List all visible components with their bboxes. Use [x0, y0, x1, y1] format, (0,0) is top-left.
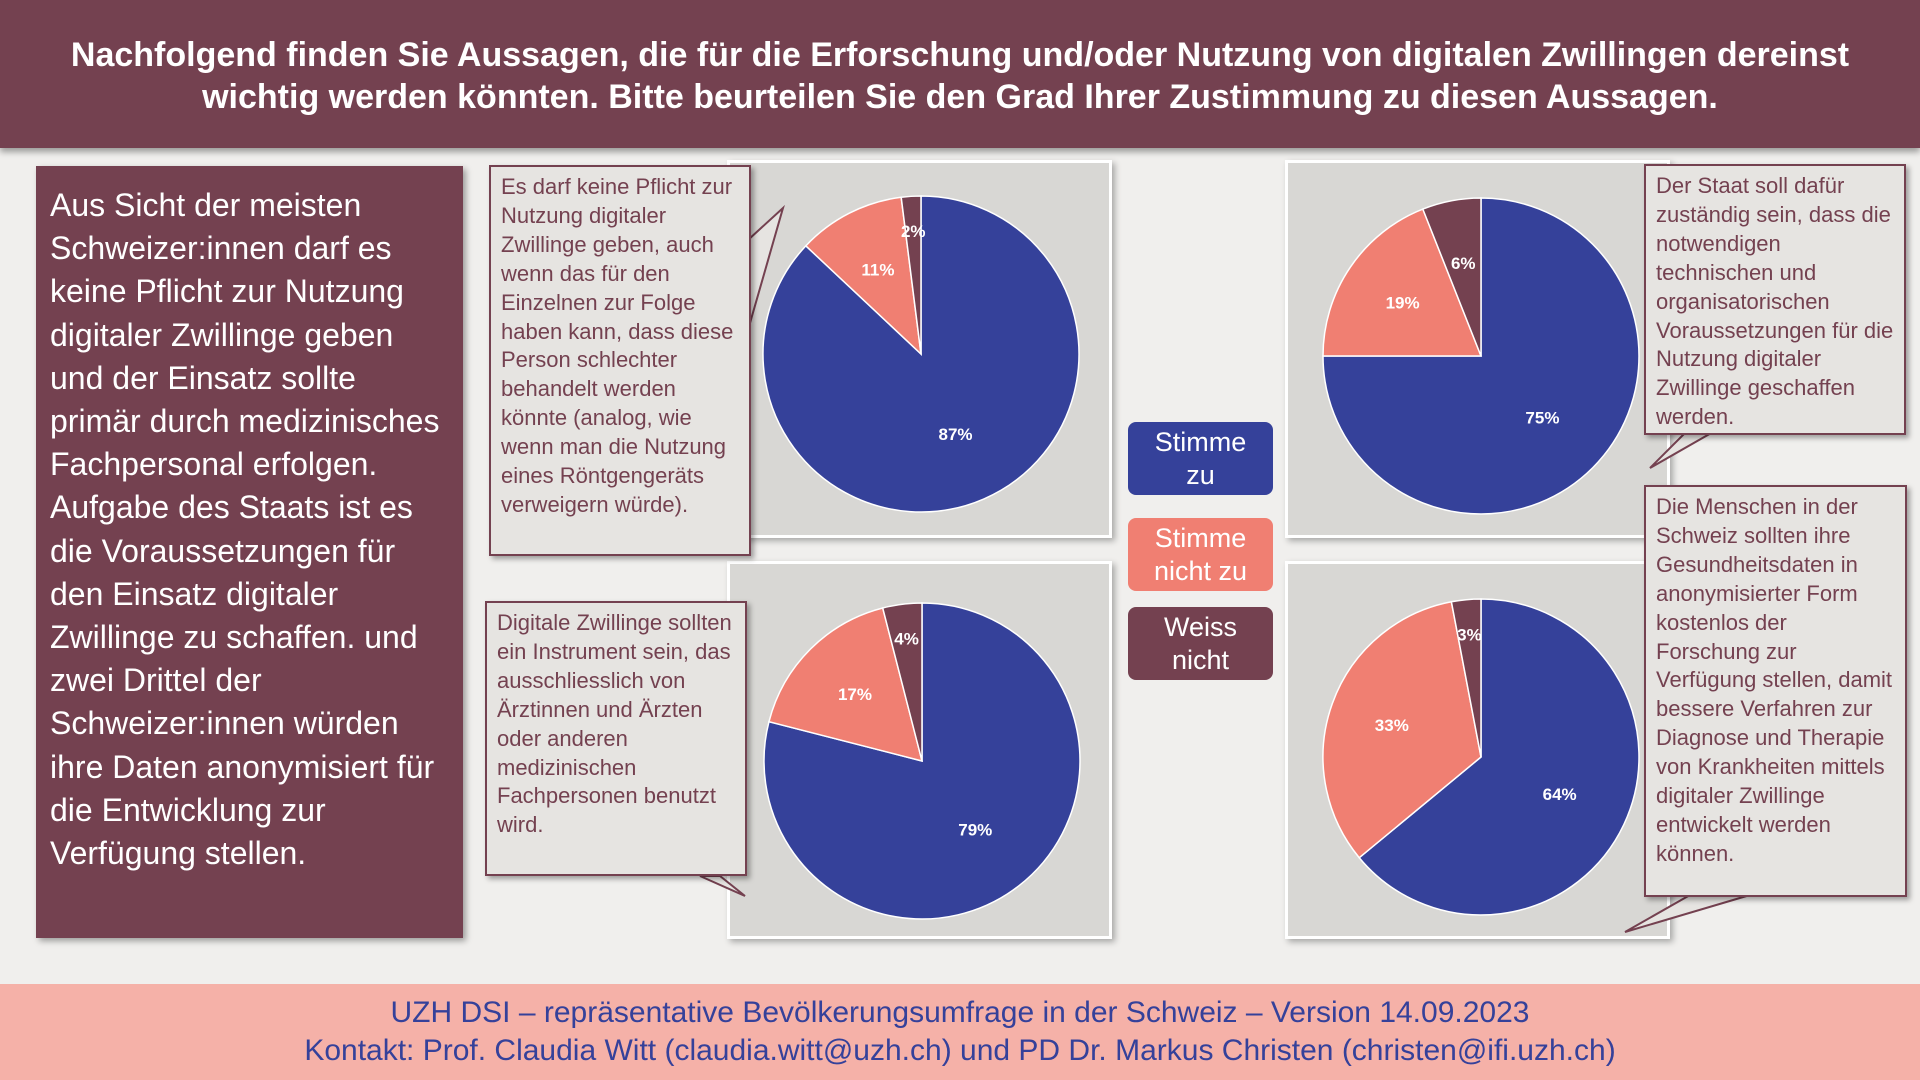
header-banner: Nachfolgend finden Sie Aussagen, die für… [0, 0, 1920, 148]
pie-label-dont-know: 4% [894, 630, 919, 649]
pie-label-agree: 64% [1543, 785, 1577, 804]
legend-dont-know-label: Weiss nicht [1163, 611, 1237, 675]
pie-label-dont-know: 6% [1451, 254, 1476, 273]
pie-slice-agree [1358, 598, 1640, 916]
pie-slice-dont-know [900, 195, 922, 355]
legend-agree-label: Stimme zu [1154, 426, 1247, 490]
title-line-1: Nachfolgend finden Sie Aussagen, die für… [70, 36, 1850, 74]
pie-slice-dont-know [1450, 598, 1482, 758]
legend-disagree: Stimme nicht zu [1128, 518, 1273, 591]
pie-slice-agree [763, 602, 1081, 920]
pie-label-disagree: 33% [1375, 716, 1409, 735]
callout-bottom-right: Die Menschen in der Schweiz sollten ihre… [1644, 485, 1907, 897]
pie-label-agree: 79% [958, 821, 992, 840]
legend-disagree-label: Stimme nicht zu [1153, 522, 1248, 586]
page-title: Nachfolgend finden Sie Aussagen, die für… [71, 30, 1849, 118]
pie-panel-bottom-left: 79% 17% 4% [727, 561, 1112, 939]
pie-chart-top-right: 75% 19% 6% [1322, 197, 1640, 515]
summary-text: Aus Sicht der meisten Schweizer:innen da… [50, 187, 440, 872]
footer-line-1: UZH DSI – repräsentative Bevölkerungsumf… [390, 996, 1530, 1029]
callout-bottom-left: Digitale Zwillinge sollten ein Instrumen… [485, 601, 747, 876]
legend-agree: Stimme zu [1128, 422, 1273, 495]
pie-chart-top-left: 87% 11% 2% [762, 195, 1080, 513]
pie-panel-bottom-right: 64% 33% 3% [1285, 561, 1670, 939]
pie-label-dont-know: 2% [901, 222, 926, 241]
pie-label-agree: 87% [938, 425, 972, 444]
pie-slice-disagree [1322, 208, 1483, 357]
pie-panel-top-right: 75% 19% 6% [1285, 160, 1670, 538]
pie-slice-disagree [768, 607, 924, 763]
pie-label-dont-know: 3% [1457, 625, 1482, 644]
pie-panel-top-left: 87% 11% 2% [727, 160, 1112, 538]
pie-slice-dont-know [1421, 197, 1482, 357]
pie-chart-bottom-left: 79% 17% 4% [763, 602, 1081, 920]
pie-slice-disagree [1322, 600, 1482, 859]
footer-line-2: Kontakt: Prof. Claudia Witt (claudia.wit… [304, 1034, 1616, 1067]
pie-label-agree: 75% [1525, 408, 1559, 427]
callout-top-right: Der Staat soll dafür zuständig sein, das… [1644, 164, 1906, 435]
pie-label-disagree: 11% [861, 261, 894, 280]
callout-top-right-text: Der Staat soll dafür zuständig sein, das… [1656, 173, 1894, 430]
pie-label-disagree: 19% [1386, 294, 1420, 313]
pie-label-disagree: 17% [838, 685, 872, 704]
pie-chart-bottom-right: 64% 33% 3% [1322, 598, 1640, 916]
pie-slice-disagree [804, 196, 923, 356]
callout-top-left: Es darf keine Pflicht zur Nutzung digita… [489, 165, 751, 556]
callout-bottom-right-text: Die Menschen in der Schweiz sollten ihre… [1656, 494, 1893, 866]
summary-box: Aus Sicht der meisten Schweizer:innen da… [36, 166, 463, 938]
callout-top-left-text: Es darf keine Pflicht zur Nutzung digita… [501, 174, 734, 517]
callout-bottom-left-text: Digitale Zwillinge sollten ein Instrumen… [497, 610, 732, 838]
pie-slice-dont-know [881, 602, 923, 762]
legend-dont-know: Weiss nicht [1128, 607, 1273, 680]
title-line-2: wichtig werden könnten. Bitte beurteilen… [202, 78, 1718, 116]
footer: UZH DSI – repräsentative Bevölkerungsumf… [0, 984, 1920, 1080]
